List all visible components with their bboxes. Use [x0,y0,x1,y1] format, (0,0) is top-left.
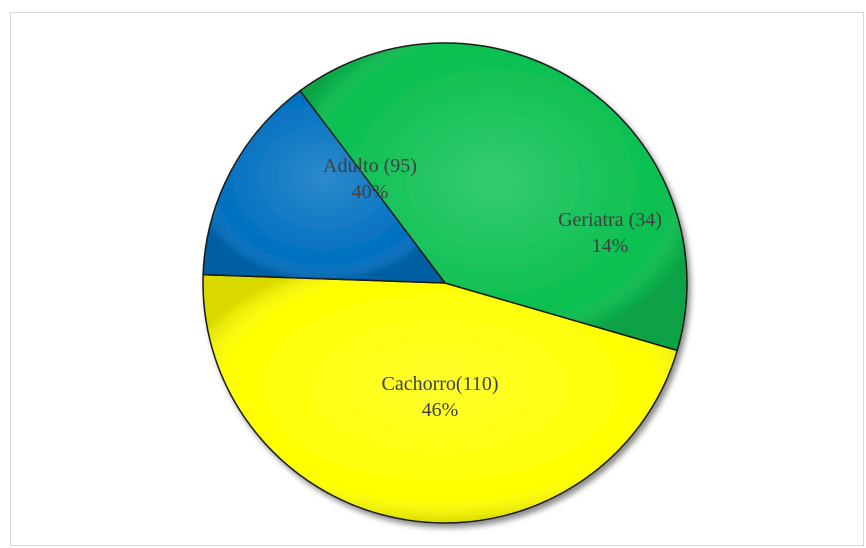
pie-slice-shading [203,90,445,283]
slice-percent-geriatra: 14% [592,235,629,257]
slice-label-adulto: Adulto (95) [323,155,417,177]
pie-slice-shading [203,274,678,523]
slice-percent-adulto: 40% [352,181,389,203]
slice-label-geriatra: Geriatra (34) [558,209,662,231]
slice-label-cachorro: Cachorro(110) [382,373,499,395]
pie-slice-shading [300,42,687,351]
slice-percent-cachorro: 46% [422,399,459,421]
